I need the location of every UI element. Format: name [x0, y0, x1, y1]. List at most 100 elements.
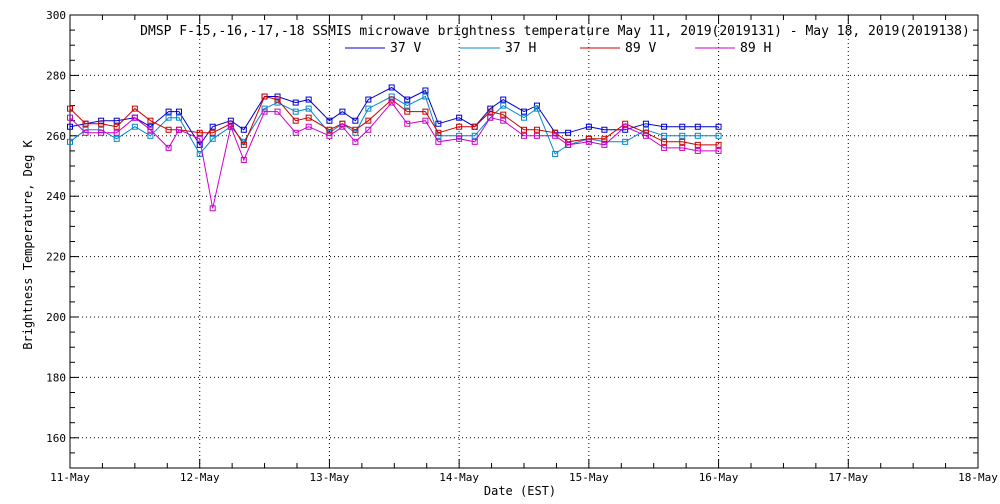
data-point [131, 114, 138, 121]
data-point [642, 132, 649, 139]
data-point [209, 123, 216, 130]
data-point [352, 126, 359, 133]
data-point [422, 108, 429, 115]
y-tick-label: 200 [46, 311, 66, 324]
data-point [585, 123, 592, 130]
y-tick-label: 220 [46, 251, 66, 264]
data-point [533, 126, 540, 133]
series-line [69, 101, 719, 209]
data-point [326, 132, 333, 139]
legend-label: 37 H [505, 41, 536, 56]
data-point [305, 123, 312, 130]
y-tick-label: 180 [46, 371, 66, 384]
data-point [165, 144, 172, 151]
data-point [131, 123, 138, 130]
data-point [435, 129, 442, 136]
data-point [326, 117, 333, 124]
y-axis-title: Brightness Temperature, Deg K [21, 139, 35, 349]
data-point [533, 132, 540, 139]
data-point [715, 123, 722, 130]
data-point [305, 96, 312, 103]
data-point [98, 120, 105, 127]
data-point [422, 117, 429, 124]
x-tick-label: 18-May [958, 471, 998, 484]
data-point [67, 123, 73, 130]
data-point [552, 129, 559, 136]
data-point [165, 108, 172, 115]
data-point [175, 114, 182, 121]
y-tick-label: 240 [46, 190, 66, 203]
legend-label: 89 V [625, 41, 656, 56]
data-point [694, 123, 701, 130]
data-point [240, 126, 247, 133]
data-point [67, 114, 73, 121]
chart-title: DMSP F-15,-16,-17,-18 SSMIS microwave br… [140, 24, 970, 39]
data-point [422, 87, 429, 94]
data-point [471, 132, 478, 139]
legend: 37 V 37 H 89 V 89 H [345, 41, 771, 56]
data-point [196, 135, 203, 142]
data-point [339, 123, 346, 130]
data-point [292, 99, 299, 106]
data-point [365, 105, 372, 112]
data-point [679, 123, 686, 130]
data-point [261, 93, 268, 100]
x-tick-label: 17-May [828, 471, 868, 484]
data-point [565, 141, 572, 148]
data-point [67, 105, 73, 112]
data-point [388, 84, 395, 91]
data-point [585, 138, 592, 145]
y-tick-label: 280 [46, 69, 66, 82]
data-point [679, 138, 686, 145]
legend-label: 37 V [390, 41, 421, 56]
data-point [240, 141, 247, 148]
data-point [175, 126, 182, 133]
data-point [500, 96, 507, 103]
data-point [326, 126, 333, 133]
data-point [147, 126, 154, 133]
data-point [305, 105, 312, 112]
series-line [69, 95, 719, 155]
data-point [661, 144, 668, 151]
data-point [388, 99, 395, 106]
y-tick-label: 160 [46, 432, 66, 445]
tick-marks [69, 14, 979, 469]
x-tick-label: 11-May [50, 471, 90, 484]
data-point [209, 135, 216, 142]
data-point [365, 96, 372, 103]
data-point [601, 135, 608, 142]
data-point [500, 111, 507, 118]
data-point [261, 108, 268, 115]
data-point [521, 132, 527, 139]
data-point [679, 132, 686, 139]
x-tick-label: 15-May [569, 471, 609, 484]
data-point [292, 108, 299, 115]
data-point [352, 117, 359, 124]
data-point [622, 123, 629, 130]
data-point [227, 123, 234, 130]
data-point [694, 141, 701, 148]
data-point [500, 102, 507, 109]
x-tick-label: 16-May [699, 471, 739, 484]
data-point [435, 138, 442, 145]
data-point [147, 132, 154, 139]
data-point [67, 138, 73, 145]
data-point [196, 141, 203, 148]
data-point [147, 117, 154, 124]
data-point [98, 126, 105, 133]
data-point [521, 114, 527, 121]
data-point [274, 93, 281, 100]
data-point [456, 123, 463, 130]
data-point [274, 96, 281, 103]
legend-label: 89 H [740, 41, 771, 56]
data-point [565, 129, 572, 136]
data-point [209, 205, 216, 212]
data-point [165, 126, 172, 133]
data-point [661, 138, 668, 145]
data-point [305, 114, 312, 121]
data-point [601, 126, 608, 133]
data-point [339, 108, 346, 115]
data-point [404, 108, 411, 115]
data-point [661, 123, 668, 130]
